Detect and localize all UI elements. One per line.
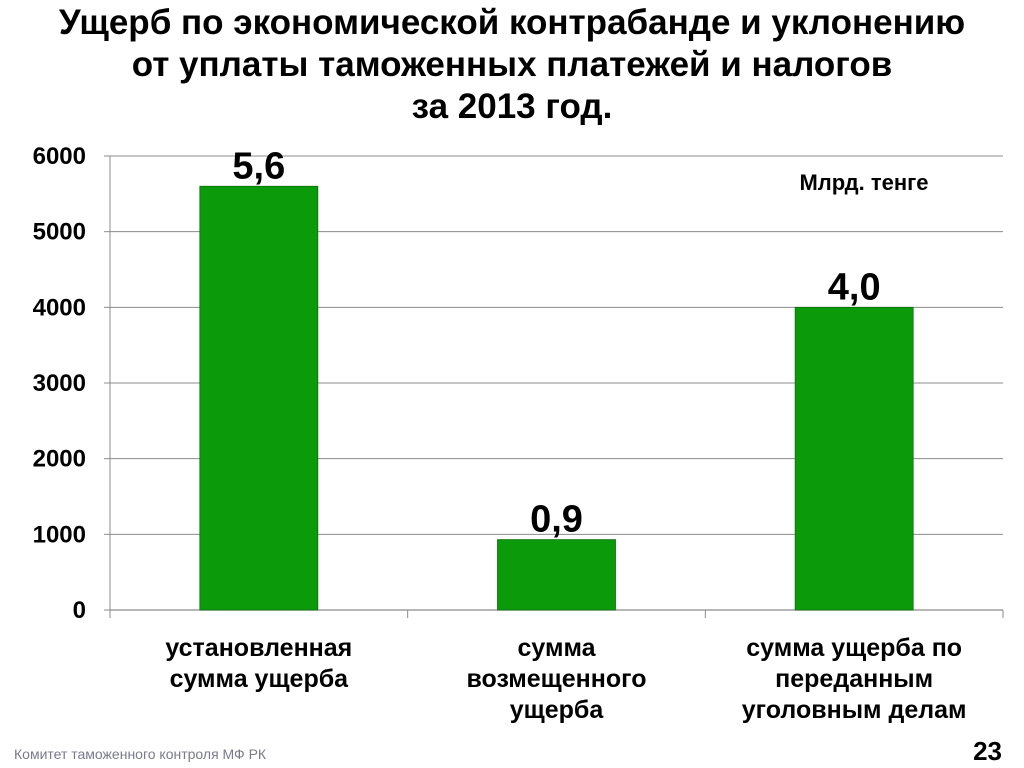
category-label: сумма ущерба по — [746, 634, 962, 662]
category-labels: установленная сумма ущерба сумма возмещенно… — [165, 634, 966, 724]
category-label: возмещенного — [466, 665, 646, 693]
title-line-2: от уплаты таможенных платежей и налогов — [131, 45, 893, 84]
data-label: 5,6 — [232, 145, 285, 187]
page-number: 23 — [973, 736, 1002, 766]
slide-title: Ущерб по экономической контрабанде и укл… — [0, 2, 1024, 128]
y-tick-label: 2000 — [33, 446, 86, 473]
y-tick-label: 5000 — [33, 219, 86, 246]
data-labels: 5,6 0,9 4,0 — [232, 145, 880, 540]
bars — [199, 185, 914, 611]
category-label: установленная — [165, 634, 352, 662]
data-label: 4,0 — [828, 266, 881, 308]
y-tick-label: 6000 — [33, 143, 86, 170]
y-tick-label: 0 — [73, 597, 86, 624]
bar-chart: 0 1000 2000 3000 4000 5000 6000 5,6 0,9 4,0 уста… — [33, 143, 1004, 724]
data-label: 0,9 — [530, 499, 583, 541]
y-tick-label: 3000 — [33, 370, 86, 397]
bar — [199, 185, 319, 611]
bar — [794, 306, 914, 611]
category-label: сумма ущерба — [170, 665, 350, 693]
y-axis-ticks: 0 1000 2000 3000 4000 5000 6000 — [33, 143, 110, 624]
bar — [497, 539, 616, 611]
title-line-1: Ущерб по экономической контрабанде и укл… — [58, 3, 966, 42]
footer-text: Комитет таможенного контроля МФ РК — [14, 746, 267, 762]
category-label: уголовным делам — [742, 696, 967, 724]
title-line-3: за 2013 год. — [411, 87, 613, 126]
y-tick-label: 1000 — [33, 521, 86, 548]
category-label: сумма — [517, 634, 596, 662]
y-tick-label: 4000 — [33, 294, 86, 321]
unit-label: Млрд. тенге — [799, 170, 928, 195]
category-label: переданным — [775, 665, 933, 693]
category-label: ущерба — [510, 696, 605, 724]
